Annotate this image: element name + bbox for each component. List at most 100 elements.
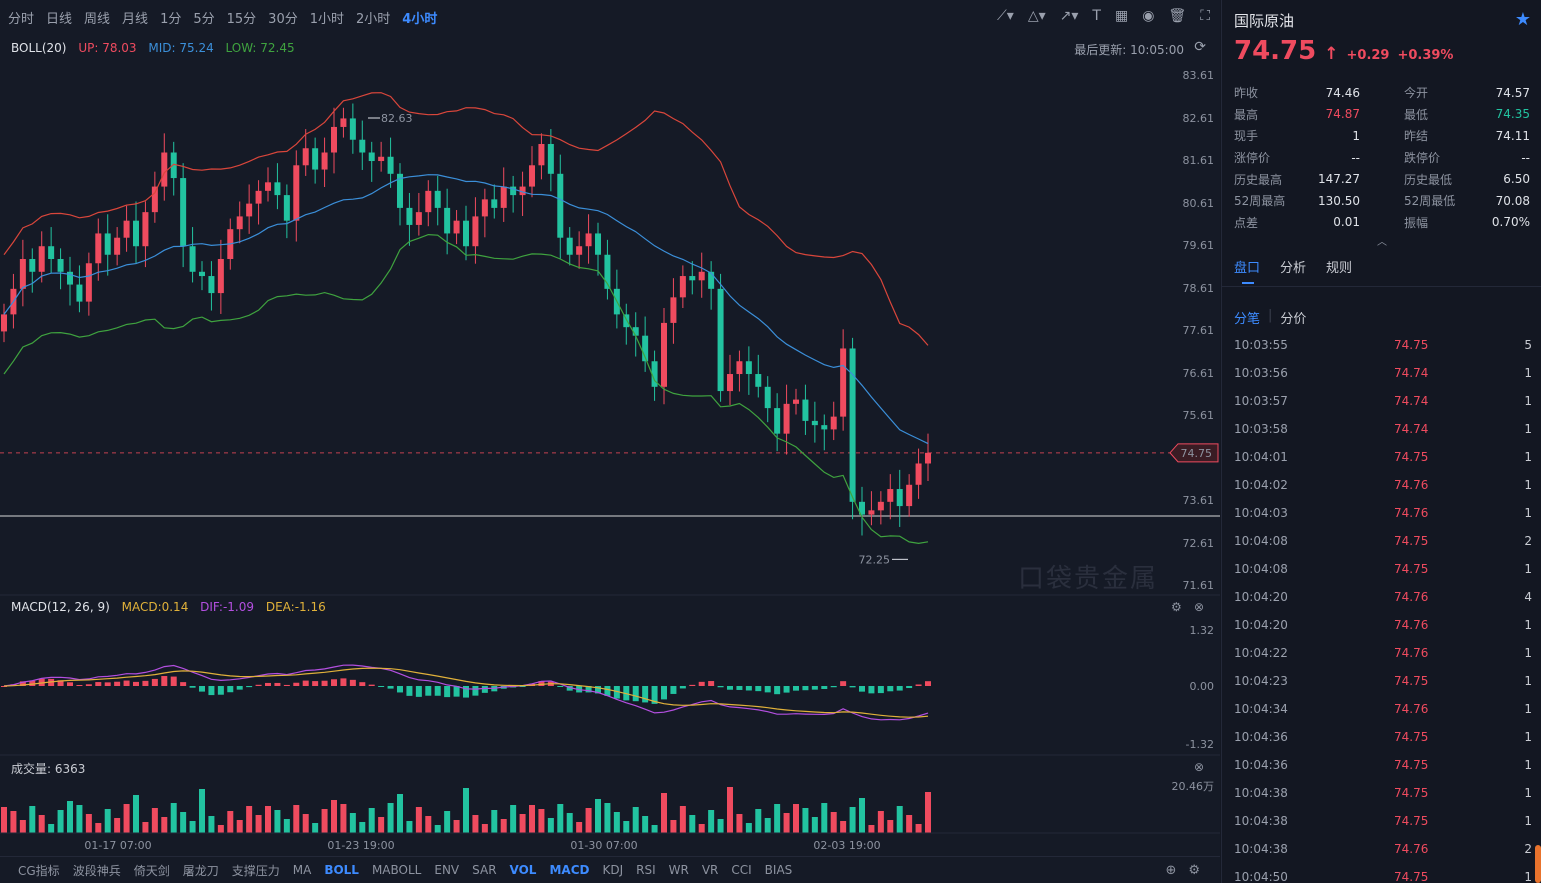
timeframe-tab[interactable]: 1分 — [160, 11, 182, 27]
volume-bar — [378, 817, 385, 833]
macd-histogram-bar — [255, 684, 262, 686]
macd-histogram-bar — [642, 686, 649, 703]
timeframe-tab[interactable]: 1小时 — [309, 11, 344, 27]
volume-close-icon[interactable]: ⊗ — [1194, 760, 1205, 774]
arrow-tool-icon[interactable]: ↗▾ — [1059, 8, 1079, 24]
indicator-tab[interactable]: SAR — [472, 863, 497, 877]
macd-histogram-bar — [595, 686, 601, 694]
eye-icon[interactable]: ◉ — [1142, 8, 1155, 24]
indicator-tab[interactable]: VOL — [509, 863, 537, 877]
volume-bar — [632, 807, 639, 833]
candle-body — [849, 348, 856, 502]
timeframe-tab[interactable]: 5分 — [193, 11, 215, 27]
timeframe-tab[interactable]: 15分 — [226, 11, 257, 27]
indicator-tab[interactable]: MA — [292, 863, 312, 877]
tick-time: 10:04:20 — [1234, 590, 1288, 604]
time-axis-label: 01-30 07:00 — [570, 839, 637, 852]
volume-bar — [444, 811, 451, 833]
add-indicator-icon[interactable]: ⊕ — [1165, 863, 1177, 878]
candle-body — [434, 190, 441, 208]
boll-name: BOLL(20) — [11, 41, 67, 55]
panel-subtab[interactable]: 分笔 — [1234, 312, 1261, 327]
tick-row: 10:04:36 74.75 1 — [1234, 751, 1532, 779]
tick-row: 10:04:38 74.75 1 — [1234, 779, 1532, 807]
indicator-tab[interactable]: MABOLL — [371, 863, 422, 877]
price-axis-label: 81.61 — [1183, 154, 1215, 167]
stat-row: 历史最高 147.27 历史最低 6.50 — [1234, 168, 1532, 190]
timeframe-tab[interactable]: 日线 — [46, 11, 73, 27]
timeframe-tab[interactable]: 30分 — [268, 11, 298, 27]
timeframe-tab[interactable]: 周线 — [84, 11, 111, 27]
price-axis-label: 72.61 — [1183, 537, 1215, 550]
indicator-tab[interactable]: BIAS — [764, 863, 793, 877]
volume-bar — [85, 814, 92, 833]
fullscreen-icon[interactable]: ⛶ — [1200, 8, 1210, 24]
macd-histogram-bar — [236, 686, 243, 690]
tick-row: 10:04:01 74.75 1 — [1234, 443, 1532, 471]
indicator-tab[interactable]: 倚天剑 — [133, 863, 170, 878]
price-axis-label: 71.61 — [1183, 579, 1215, 592]
refresh-icon[interactable]: ⟳ — [1194, 39, 1206, 55]
indicator-tab[interactable]: CG指标 — [18, 863, 60, 878]
tick-time: 10:03:55 — [1234, 338, 1288, 352]
chevron-up-icon[interactable]: ︿ — [1377, 237, 1387, 248]
panel-tab[interactable]: 分析 — [1280, 261, 1307, 276]
macd-histogram-bar — [406, 686, 413, 696]
indicator-tab[interactable]: BOLL — [324, 863, 359, 877]
shape-tool-icon[interactable]: △▾ — [1027, 8, 1046, 24]
line-tool-icon[interactable]: ⟋▾ — [997, 8, 1014, 24]
panel-tab[interactable]: 规则 — [1326, 261, 1353, 276]
trash-icon[interactable]: 🗑 — [1168, 8, 1187, 24]
indicator-tab[interactable]: 屠龙刀 — [182, 863, 219, 878]
indicator-tab[interactable]: KDJ — [602, 863, 624, 877]
indicator-settings-icon[interactable]: ⚙ — [1188, 863, 1200, 878]
star-icon[interactable]: ★ — [1514, 9, 1531, 30]
tick-volume: 1 — [1524, 674, 1532, 688]
tick-price: 74.76 — [1394, 478, 1429, 492]
panel-subtab[interactable]: 分价 — [1280, 312, 1307, 327]
indicator-tab[interactable]: WR — [668, 863, 689, 877]
text-tool-icon[interactable]: T — [1092, 8, 1101, 24]
indicator-tab[interactable]: 波段神兵 — [72, 863, 121, 878]
volume-bar — [397, 794, 403, 833]
indicator-tab[interactable]: MACD — [549, 863, 590, 877]
indicator-tab[interactable]: CCI — [731, 863, 752, 877]
macd-histogram-bar — [76, 685, 83, 687]
indicator-tab[interactable]: RSI — [636, 863, 656, 877]
volume-bar — [821, 803, 828, 833]
boll-mid-line — [3, 174, 929, 445]
candle-body — [793, 399, 799, 404]
timeframe-tab[interactable]: 4小时 — [402, 11, 438, 27]
measure-tool-icon[interactable]: ▦ — [1114, 8, 1129, 24]
macd-histogram-bar — [199, 686, 205, 692]
macd-histogram-bar — [133, 681, 139, 686]
chart-canvas[interactable]: 83.61 82.61 81.61 80.61 79.61 78.61 77.61 76.61… — [0, 0, 1220, 856]
macd-close-icon[interactable]: ⊗ — [1194, 600, 1205, 614]
price-axis-label: 77.61 — [1183, 324, 1215, 337]
tick-row: 10:04:23 74.75 1 — [1234, 667, 1532, 695]
indicator-tab[interactable]: 支撑压力 — [231, 863, 280, 878]
macd-histogram-bar — [679, 686, 686, 689]
watermark: 口袋贵金属 — [1018, 564, 1159, 594]
macd-settings-icon[interactable]: ⚙ — [1171, 600, 1182, 614]
candle-body — [679, 276, 686, 298]
timeframe-tab[interactable]: 分时 — [8, 11, 35, 27]
candle-body — [387, 156, 394, 174]
volume-bar — [755, 809, 762, 833]
indicator-tab[interactable]: ENV — [434, 863, 460, 877]
chart-area[interactable]: 分时 日线 周线 月线 1分 5分 15分 30分 1小时 2小时 4小时 ⟋▾ △▾ ↗▾ T ▦… — [0, 0, 1220, 883]
timeframe-tab[interactable]: 月线 — [122, 11, 149, 27]
macd-histogram-bar — [170, 676, 177, 686]
candle-body — [783, 403, 790, 434]
tick-row: 10:03:57 74.74 1 — [1234, 387, 1532, 415]
scrollbar[interactable] — [1535, 845, 1541, 883]
macd-histogram-bar — [312, 681, 319, 686]
indicator-tab[interactable]: VR — [701, 863, 719, 877]
volume-bar — [849, 807, 856, 833]
tick-time: 10:04:23 — [1234, 674, 1288, 688]
macd-histogram-bar — [670, 686, 677, 694]
timeframe-tab[interactable]: 2小时 — [356, 11, 391, 27]
volume-bar — [38, 815, 45, 833]
panel-tab[interactable]: 盘口 — [1234, 261, 1261, 276]
tick-volume: 1 — [1524, 422, 1532, 436]
